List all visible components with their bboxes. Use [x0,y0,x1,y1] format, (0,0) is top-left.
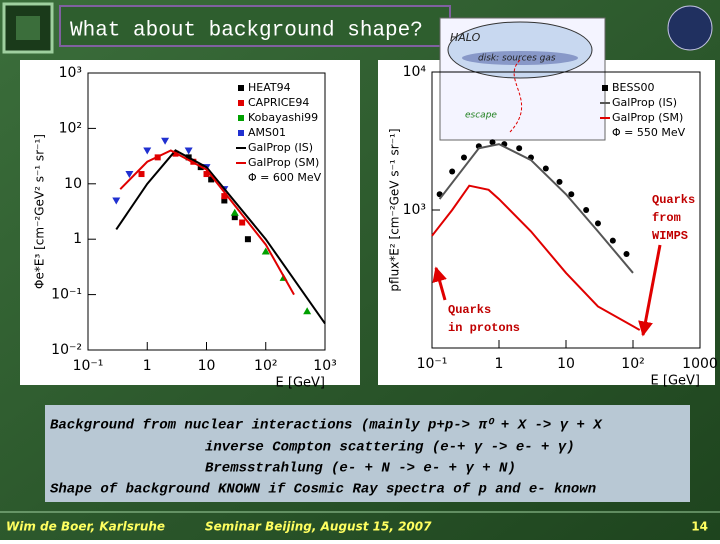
point [556,178,563,185]
y-tick-label: 10⁻² [51,342,82,358]
legend-label: AMS01 [248,126,286,139]
y-tick-label: 10 [64,176,82,192]
inset-label: disk: sources gas [478,54,556,64]
legend-swatch [602,85,608,91]
legend-note: Φ = 550 MeV [612,126,686,139]
legend-label: BESS00 [612,81,654,94]
point [303,307,312,315]
point [112,197,121,205]
annotation: Quarks from WIMPS [652,193,695,243]
legend-label: GalProp (IS) [248,141,313,154]
arrow [638,244,662,337]
y-axis-label: Φe*E³ [cm⁻²GeV² s⁻¹ sr⁻¹] [33,134,47,289]
page-number: 14 [691,520,708,534]
curve [438,143,634,274]
point [460,154,467,161]
x-tick-label: 10 [198,358,216,374]
escape-path [509,59,523,133]
annotation: Quarks in protons [448,303,520,335]
text-box [45,405,690,502]
y-tick-label: 1 [73,231,82,247]
x-tick-label: 10⁻¹ [73,358,104,374]
point [609,237,616,244]
left-panel [20,60,360,385]
y-tick-label: 10³ [59,65,82,81]
point [138,171,145,178]
point [261,247,270,255]
legend-label: GalProp (SM) [248,156,319,169]
point [221,197,228,204]
x-tick-label: 1000 [682,356,718,372]
x-tick-label: 10² [254,358,277,374]
x-axis-label: E [GeV] [651,374,700,389]
x-axis-label: E [GeV] [276,376,325,391]
y-tick-label: 10³ [403,202,426,218]
footer-event: Seminar Beijing, August 15, 2007 [205,520,432,534]
logo-inner [16,16,40,40]
point [161,137,170,145]
point [239,219,246,226]
point [516,145,523,152]
slide-title: What about background shape? [70,20,423,43]
point [230,208,239,216]
text-line: Background from nuclear interactions (ma… [50,418,603,434]
x-tick-label: 10³ [313,358,336,374]
curve [431,184,641,331]
footer-author: Wim de Boer, Karlsruhe [6,520,165,534]
legend-label: GalProp (SM) [612,111,683,124]
curve [119,149,295,296]
y-tick-label: 10² [59,120,82,136]
legend-label: GalProp (IS) [612,96,677,109]
point [623,250,630,257]
point [568,191,575,198]
point [125,171,134,179]
point [594,220,601,227]
point [208,176,215,183]
halo [447,21,593,79]
x-tick-label: 10⁻¹ [417,356,448,372]
x-tick-label: 10² [621,356,644,372]
x-tick-label: 10 [557,356,575,372]
point [221,193,228,200]
inset-label: HALO [450,31,481,44]
point [489,139,496,146]
point [542,165,549,172]
x-tick-label: 1 [143,358,152,374]
point [143,147,152,155]
x-tick-label: 1 [495,356,504,372]
y-tick-label: 10⁻¹ [51,287,82,303]
point [231,214,238,221]
inset-label: escape [465,111,497,121]
text-line: inverse Compton scattering (e-+ γ -> e- … [205,440,575,456]
point [583,207,590,213]
arrow [432,266,447,301]
point [203,171,210,178]
y-axis-label: pflux*E² [cm⁻²GeV s⁻¹ sr⁻¹] [388,128,402,291]
legend-label: CAPRICE94 [248,96,309,109]
point [184,147,193,155]
title-box [59,5,451,47]
legend-swatch [238,100,244,106]
legend-note: Φ = 600 MeV [248,171,322,184]
text-line: Shape of background KNOWN if Cosmic Ray … [50,482,596,498]
legend-label: HEAT94 [248,81,291,94]
curve [115,149,326,325]
legend-swatch [238,85,244,91]
disk [462,51,578,65]
point [449,168,456,175]
legend-label: Kobayashi99 [248,111,318,124]
legend-swatch [238,130,244,136]
text-line: Bremsstrahlung (e- + N -> e- + γ + N) [205,461,516,477]
point [244,236,251,243]
legend-swatch [238,115,244,121]
ams-logo [667,5,713,51]
y-tick-label: 10⁴ [403,64,427,80]
